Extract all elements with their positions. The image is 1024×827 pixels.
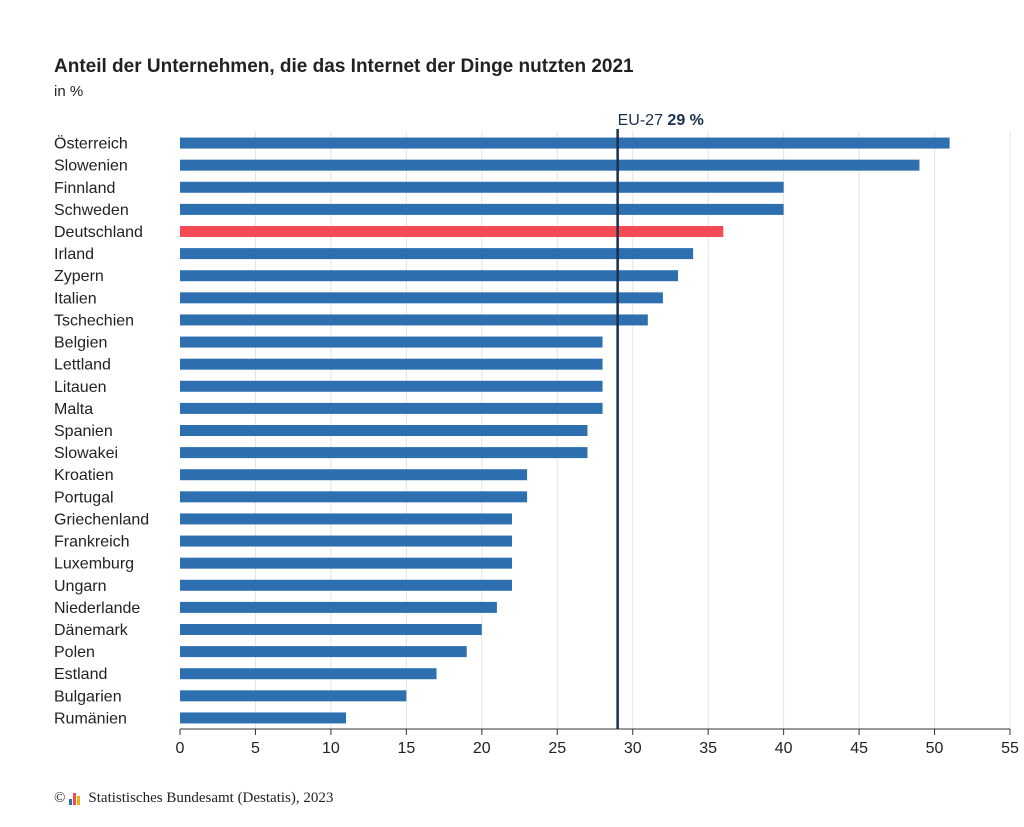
category-label: Spanien <box>54 423 113 440</box>
reference-label: EU-27 29 % <box>618 112 704 129</box>
destatis-logo-icon <box>69 792 84 805</box>
category-label: Irland <box>54 246 94 263</box>
bar <box>180 557 512 569</box>
category-label: Malta <box>54 401 93 418</box>
category-label: Deutschland <box>54 224 143 241</box>
category-label: Luxemburg <box>54 556 134 573</box>
category-label: Estland <box>54 666 107 683</box>
bar <box>180 513 512 525</box>
bar <box>180 447 588 459</box>
bar <box>180 712 346 724</box>
x-tick-label: 15 <box>397 740 415 757</box>
category-label: Rumänien <box>54 710 127 727</box>
bar <box>180 380 603 392</box>
category-label: Schweden <box>54 202 129 219</box>
bar <box>180 137 950 149</box>
bar <box>180 579 512 591</box>
x-tick-label: 45 <box>850 740 868 757</box>
reference-name: EU-27 <box>618 112 668 129</box>
bar <box>180 425 588 436</box>
category-label: Slowakei <box>54 445 118 462</box>
category-label: Griechenland <box>54 511 149 528</box>
bar <box>180 159 920 171</box>
x-tick-label: 25 <box>548 740 566 757</box>
bar <box>180 668 437 680</box>
bar-chart: Österreich Slowenien Finnland Schweden Deuts… <box>54 112 1019 757</box>
category-label: Polen <box>54 644 95 661</box>
bar <box>180 270 678 282</box>
category-label: Litauen <box>54 379 107 396</box>
bar <box>180 402 603 414</box>
category-label: Bulgarien <box>54 688 122 705</box>
bar <box>180 690 407 702</box>
category-label: Italien <box>54 290 97 307</box>
chart-unit: in % <box>54 83 84 100</box>
category-label: Slowenien <box>54 158 128 175</box>
category-label: Frankreich <box>54 534 130 551</box>
bar <box>180 624 482 635</box>
x-tick-label: 0 <box>176 740 185 757</box>
x-tick-label: 35 <box>699 740 717 757</box>
x-tick-label: 40 <box>775 740 793 757</box>
bar <box>180 203 784 215</box>
category-label: Belgien <box>54 335 107 352</box>
category-label: Finnland <box>54 180 115 197</box>
category-label: Tschechien <box>54 312 134 329</box>
copyright-symbol: © <box>54 790 66 806</box>
source-text: Statistisches Bundesamt (Destatis), 2023 <box>88 790 334 806</box>
source-note: © Statistisches Bundesamt (Destatis), 20… <box>54 790 333 807</box>
x-tick-label: 30 <box>624 740 642 757</box>
x-tick-label: 5 <box>251 740 260 757</box>
bar <box>180 314 648 326</box>
bar <box>180 646 467 658</box>
category-label: Niederlande <box>54 600 140 617</box>
category-label: Zypern <box>54 268 104 285</box>
x-tick-label: 20 <box>473 740 491 757</box>
reference-value: 29 % <box>667 112 703 129</box>
bar <box>180 358 603 370</box>
x-tick-label: 55 <box>1001 740 1019 757</box>
bar <box>180 491 528 503</box>
bar <box>180 181 784 193</box>
bar <box>180 601 497 613</box>
category-label: Ungarn <box>54 578 106 595</box>
chart-title: Anteil der Unternehmen, die das Internet… <box>54 56 634 77</box>
bar <box>180 535 512 547</box>
bar <box>180 336 603 348</box>
bar <box>180 469 528 481</box>
category-label: Lettland <box>54 357 111 374</box>
bar <box>180 248 694 260</box>
category-label: Dänemark <box>54 622 129 639</box>
x-tick-label: 10 <box>322 740 340 757</box>
bar <box>180 226 724 237</box>
bar <box>180 292 663 304</box>
category-label: Österreich <box>54 135 128 153</box>
x-tick-label: 50 <box>926 740 944 757</box>
category-label: Portugal <box>54 489 114 506</box>
category-label: Kroatien <box>54 467 114 484</box>
